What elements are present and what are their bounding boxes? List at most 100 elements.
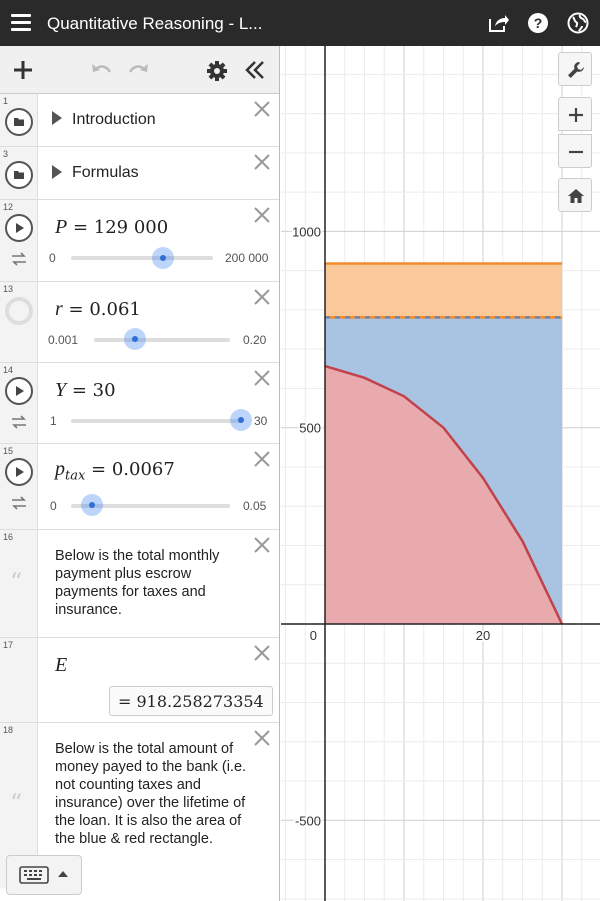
line-number: 3 <box>3 149 9 159</box>
folder-icon[interactable] <box>5 108 33 136</box>
expression-input[interactable]: ptax = 0.0067 <box>55 458 175 484</box>
double-chevron-left-icon[interactable] <box>244 60 266 80</box>
variable-name: r <box>55 298 63 320</box>
expression-input[interactable]: E <box>55 654 67 677</box>
variable-subscript: tax <box>65 468 86 484</box>
graph-settings-button[interactable] <box>558 52 592 86</box>
y-tick-label: -500 <box>295 813 321 828</box>
slider-track[interactable] <box>94 338 230 342</box>
expression-input[interactable]: r = 0.061 <box>55 298 141 321</box>
slider-track[interactable] <box>71 256 213 260</box>
play-icon[interactable] <box>5 214 33 242</box>
line-number: 14 <box>3 365 14 375</box>
line-number: 1 <box>3 96 9 106</box>
slider-max[interactable]: 0.20 <box>243 333 267 347</box>
line-number: 15 <box>3 446 14 456</box>
line-number: 17 <box>3 640 14 650</box>
expression-input[interactable]: Y = 30 <box>55 379 116 402</box>
slider-min[interactable]: 0 <box>50 499 57 513</box>
expand-triangle-icon[interactable] <box>52 165 62 179</box>
zoom-in-icon <box>569 108 583 122</box>
folder-icon[interactable] <box>5 161 33 189</box>
zoom-out-button[interactable] <box>558 134 592 168</box>
keyboard-icon <box>19 866 49 884</box>
slider-track[interactable] <box>71 419 241 423</box>
share-icon[interactable] <box>486 11 510 35</box>
redo-icon[interactable] <box>128 61 150 79</box>
expression-input[interactable]: P = 129 000 <box>55 216 168 239</box>
quote-icon: “ <box>10 568 23 596</box>
top-bar: Quantitative Reasoning - L... ? <box>0 0 600 46</box>
play-icon[interactable] <box>5 458 33 486</box>
play-icon[interactable] <box>5 377 33 405</box>
folder-row-formulas[interactable]: 3 Formulas <box>0 147 279 200</box>
folder-label: Formulas <box>72 164 139 181</box>
close-icon[interactable] <box>253 288 271 306</box>
home-icon <box>568 189 584 203</box>
slider-max[interactable]: 30 <box>254 414 268 428</box>
line-number: 18 <box>3 725 14 735</box>
gear-icon[interactable] <box>206 60 228 82</box>
line-number: 16 <box>3 532 14 542</box>
note-text[interactable]: Below is the total monthly payment plus … <box>55 548 220 618</box>
close-icon[interactable] <box>253 206 271 224</box>
graph-paper[interactable]: 1000 500 -500 0 20 <box>281 46 600 901</box>
zoom-in-button[interactable] <box>558 97 592 131</box>
variable-value: = 0.0067 <box>91 459 175 480</box>
slider-handle[interactable] <box>230 409 252 431</box>
close-icon[interactable] <box>253 536 271 554</box>
close-icon[interactable] <box>253 450 271 468</box>
y-tick-label: 1000 <box>292 224 321 239</box>
close-icon[interactable] <box>253 100 271 118</box>
help-icon[interactable]: ? <box>526 11 550 35</box>
slider-handle[interactable] <box>81 494 104 516</box>
variable-name: E <box>55 654 68 676</box>
close-icon[interactable] <box>253 729 271 747</box>
caret-up-icon <box>58 871 68 877</box>
keyboard-toggle-button[interactable] <box>6 855 82 895</box>
slider-min[interactable]: 1 <box>50 414 57 428</box>
hamburger-icon[interactable] <box>11 12 33 34</box>
slider-row-r[interactable]: 13 r = 0.061 0.001 0.20 <box>0 282 279 363</box>
wrench-icon <box>568 62 584 78</box>
red-curve <box>324 364 564 625</box>
variable-value: = 129 000 <box>72 217 169 238</box>
variable-value: = 0.061 <box>68 299 141 320</box>
folder-row-introduction[interactable]: 1 Introduction <box>0 94 279 147</box>
close-icon[interactable] <box>253 369 271 387</box>
slider-row-p[interactable]: 12 P = 129 000 0 200 000 <box>0 200 279 282</box>
slider-max[interactable]: 200 000 <box>225 251 269 265</box>
slider-min[interactable]: 0 <box>49 251 56 265</box>
hidden-toggle-icon[interactable] <box>5 297 33 325</box>
slider-row-p-tax[interactable]: 15 ptax = 0.0067 0 0.05 <box>0 444 279 530</box>
close-icon[interactable] <box>253 153 271 171</box>
expression-row-e[interactable]: 17 E = 918.258273354 <box>0 638 279 723</box>
plus-icon[interactable] <box>12 59 34 81</box>
default-viewport-button[interactable] <box>558 178 592 212</box>
svg-text:?: ? <box>534 15 543 31</box>
note-text[interactable]: Below is the total amount of money payed… <box>55 741 247 847</box>
globe-icon[interactable] <box>566 11 590 35</box>
loop-icon[interactable] <box>10 252 28 266</box>
graph-canvas[interactable]: 1000 500 -500 0 20 <box>281 46 600 901</box>
line-number: 13 <box>3 284 14 294</box>
folder-label: Introduction <box>72 111 156 128</box>
expression-toolbar <box>0 46 279 94</box>
variable-value: = 30 <box>71 380 116 401</box>
slider-handle[interactable] <box>124 328 147 350</box>
slider-track[interactable] <box>71 504 230 508</box>
variable-name: p <box>55 458 65 480</box>
x-tick-label: 20 <box>476 628 490 643</box>
undo-icon[interactable] <box>90 61 112 79</box>
note-row[interactable]: 16 “ Below is the total monthly payment … <box>0 530 279 638</box>
slider-handle[interactable] <box>151 247 174 269</box>
close-icon[interactable] <box>253 644 271 662</box>
loop-icon[interactable] <box>10 415 28 429</box>
loop-icon[interactable] <box>10 496 28 510</box>
expand-triangle-icon[interactable] <box>52 111 62 125</box>
slider-min[interactable]: 0.001 <box>48 333 79 347</box>
graph-title[interactable]: Quantitative Reasoning - L... <box>47 14 263 33</box>
zoom-out-icon <box>569 150 583 154</box>
slider-max[interactable]: 0.05 <box>243 499 267 513</box>
slider-row-y[interactable]: 14 Y = 30 1 30 <box>0 363 279 444</box>
